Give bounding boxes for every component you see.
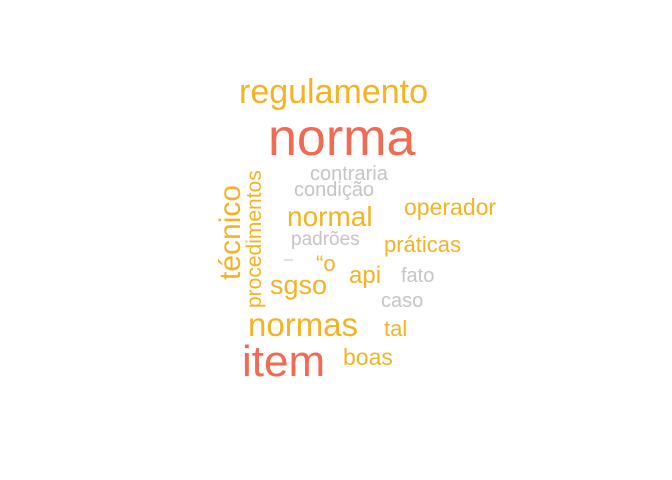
word-condicao: condição: [294, 179, 375, 201]
word-fato: fato: [401, 265, 435, 287]
word-operador: operador: [404, 194, 497, 220]
word-norma: norma: [268, 109, 416, 167]
word-regulamento: regulamento: [239, 73, 429, 111]
word-dash: –: [284, 251, 293, 268]
word-padroes: padrões: [291, 229, 360, 250]
word-normas: normas: [248, 306, 359, 343]
word-tecnico: técnico: [214, 184, 247, 280]
word-sgso: sgso: [270, 270, 328, 300]
word-item: item: [242, 337, 326, 386]
word-tal: tal: [384, 316, 408, 341]
word-boas: boas: [343, 344, 393, 370]
word-normal: normal: [287, 201, 373, 232]
word-praticas: práticas: [384, 232, 462, 257]
word-api: api: [349, 262, 382, 289]
word-procedimentos: procedimentos: [243, 170, 266, 308]
word-o: “o: [316, 251, 336, 276]
word-caso: caso: [381, 290, 424, 312]
word-contraria: contraria: [310, 163, 388, 185]
